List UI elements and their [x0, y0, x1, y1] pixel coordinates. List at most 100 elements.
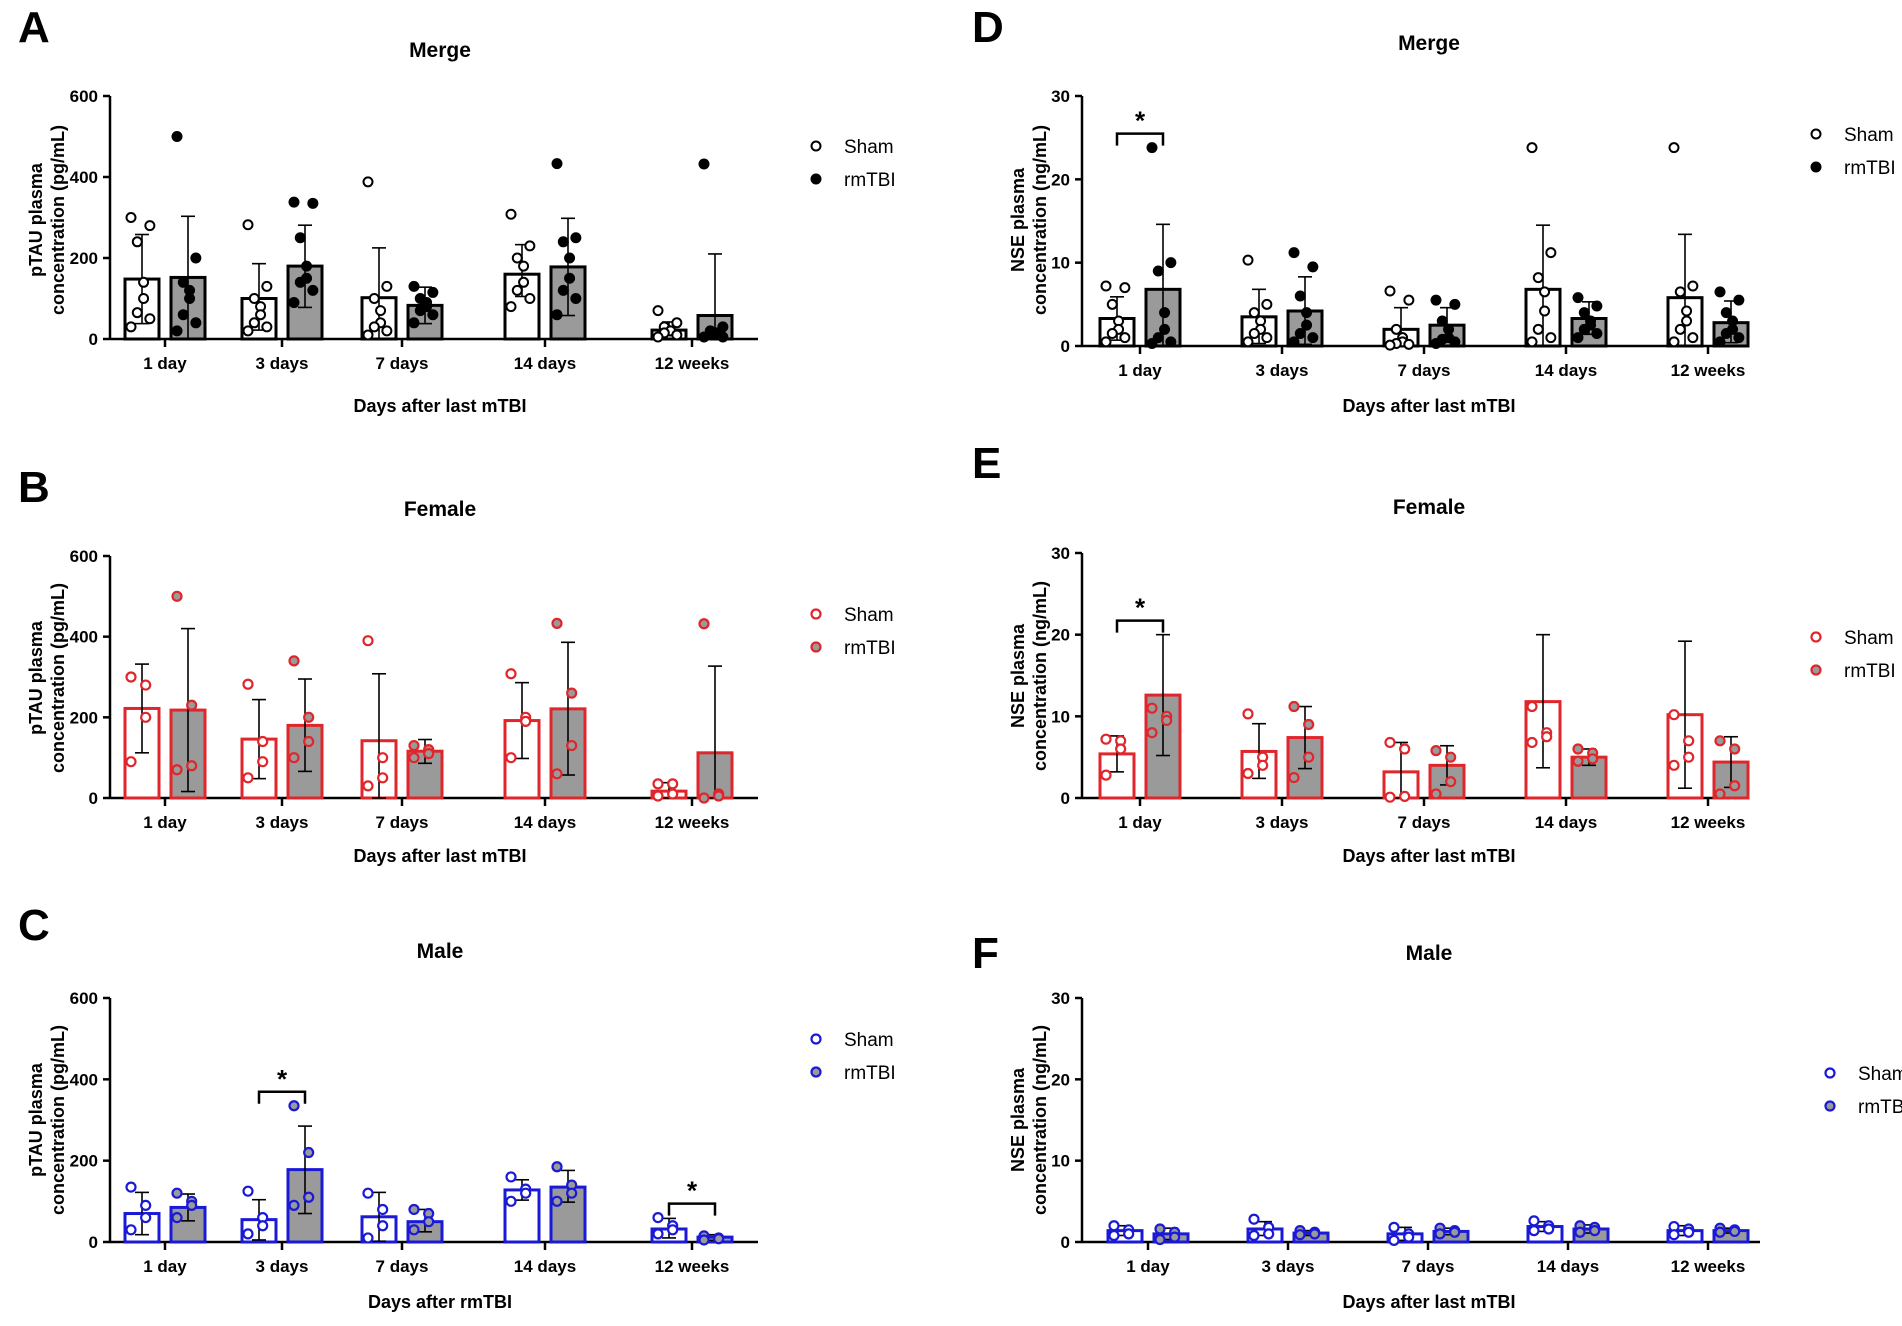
data-point: [1403, 338, 1415, 350]
legend-label: rmTBI: [844, 170, 896, 191]
legend-marker: [1810, 664, 1822, 676]
x-tick-label: 14 days: [1537, 1257, 1599, 1276]
data-point: [557, 236, 569, 248]
legend-marker: [810, 641, 822, 653]
data-point: [125, 1224, 137, 1236]
y-tick-label: 30: [1051, 87, 1070, 106]
data-point: [1578, 323, 1590, 335]
x-axis-label: Days after last mTBI: [1342, 396, 1515, 416]
data-point: [257, 1220, 269, 1232]
data-point: [362, 176, 374, 188]
y-axis-label: concentration (ng/mL): [1030, 581, 1050, 771]
y-tick-label: 20: [1051, 626, 1070, 645]
panel-letter: B: [18, 463, 50, 512]
data-point: [698, 158, 710, 170]
data-point: [1668, 759, 1680, 771]
data-point: [261, 321, 273, 333]
data-point: [1288, 771, 1300, 784]
data-point: [1384, 285, 1396, 297]
data-point: [1449, 298, 1461, 310]
data-point: [242, 772, 254, 784]
panel-letter: F: [972, 929, 999, 978]
data-point: [1668, 709, 1680, 721]
data-point: [1687, 280, 1699, 292]
data-point: [427, 309, 439, 321]
data-point: [520, 715, 532, 727]
data-point: [1449, 336, 1461, 348]
data-point: [423, 748, 435, 760]
data-point: [505, 208, 517, 220]
y-axis-label: NSE plasma: [1008, 1067, 1028, 1172]
data-point: [1714, 286, 1726, 298]
data-point: [1539, 305, 1551, 317]
data-point: [1301, 307, 1313, 319]
data-point: [1108, 1220, 1120, 1232]
data-point: [1403, 1231, 1415, 1243]
x-tick-label: 3 days: [256, 1257, 309, 1276]
data-point: [1430, 788, 1442, 800]
data-point: [551, 1161, 563, 1173]
data-point: [1683, 751, 1695, 763]
data-point: [1288, 700, 1300, 713]
data-point: [518, 260, 530, 272]
data-point: [1526, 736, 1538, 749]
data-point: [1545, 247, 1557, 259]
data-point: [381, 280, 393, 292]
legend-marker: [810, 140, 822, 152]
data-point: [1720, 307, 1732, 319]
data-point: [1257, 759, 1269, 771]
data-point: [408, 280, 420, 292]
data-point: [294, 232, 306, 244]
data-point: [377, 1203, 389, 1216]
data-point: [1430, 745, 1442, 757]
x-tick-label: 3 days: [256, 354, 309, 373]
legend-label: Sham: [1844, 125, 1894, 146]
data-point: [1242, 336, 1254, 348]
data-point: [1100, 769, 1112, 781]
data-point: [1683, 735, 1695, 747]
data-point: [1388, 1234, 1400, 1246]
data-point: [1543, 1223, 1555, 1235]
data-point: [186, 699, 198, 711]
data-point: [518, 276, 530, 288]
data-point: [1100, 336, 1112, 348]
data-point: [1303, 751, 1315, 763]
y-tick-label: 400: [70, 168, 98, 187]
data-point: [307, 284, 319, 296]
data-point: [408, 1203, 420, 1216]
significance-star: *: [1135, 106, 1146, 136]
data-point: [1115, 743, 1127, 755]
y-tick-label: 10: [1051, 707, 1070, 726]
y-tick-label: 20: [1051, 1070, 1070, 1089]
x-tick-label: 7 days: [1398, 813, 1451, 832]
data-point: [307, 197, 319, 209]
data-point: [652, 305, 664, 317]
data-point: [288, 1100, 300, 1112]
data-point: [1384, 339, 1396, 351]
data-point: [248, 293, 260, 304]
y-tick-label: 0: [1061, 337, 1070, 356]
data-point: [1578, 307, 1590, 319]
x-tick-label: 12 weeks: [1671, 361, 1746, 380]
data-point: [652, 331, 664, 343]
y-tick-label: 30: [1051, 544, 1070, 563]
data-point: [303, 1191, 315, 1203]
data-point: [288, 752, 300, 764]
significance-star: *: [277, 1064, 288, 1094]
data-point: [288, 1199, 300, 1212]
data-point: [652, 1211, 664, 1224]
data-point: [698, 1234, 710, 1246]
data-point: [303, 1146, 315, 1159]
legend-marker: [810, 173, 822, 185]
chart-panel-e: E Female 0 10 20 30 NSE plasma concentration (n…: [972, 439, 1896, 866]
data-point: [368, 321, 380, 333]
data-point: [242, 325, 254, 337]
data-point: [1288, 336, 1300, 348]
data-point: [362, 1187, 374, 1199]
x-tick-label: 3 days: [1256, 813, 1309, 832]
data-point: [140, 679, 152, 691]
x-tick-label: 14 days: [514, 354, 576, 373]
data-point: [713, 1233, 725, 1245]
x-axis-label: Days after last mTBI: [1342, 846, 1515, 866]
data-point: [294, 276, 306, 288]
